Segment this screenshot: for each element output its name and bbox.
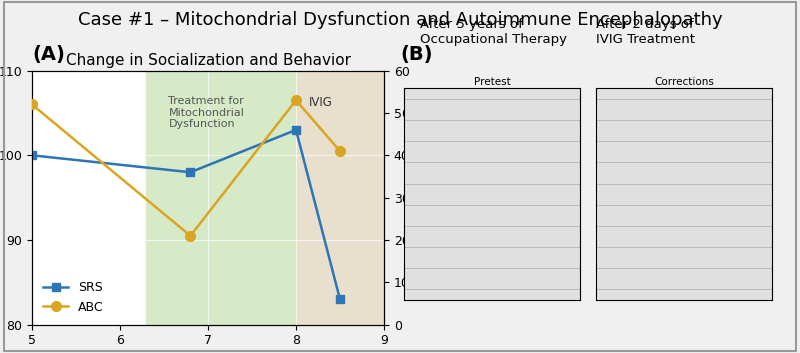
Legend: SRS, ABC: SRS, ABC	[38, 276, 109, 318]
Title: Change in Socialization and Behavior: Change in Socialization and Behavior	[66, 53, 350, 68]
Text: (B): (B)	[400, 44, 433, 64]
Text: After 5 years of
Occupational Therapy: After 5 years of Occupational Therapy	[420, 18, 567, 46]
Text: Case #1 – Mitochondrial Dysfunction and Autoimmune Encephalopathy: Case #1 – Mitochondrial Dysfunction and …	[78, 11, 722, 29]
Title: Pretest: Pretest	[474, 77, 510, 88]
Title: Corrections: Corrections	[654, 77, 714, 88]
Text: Treatment for
Mitochondrial
Dysfunction: Treatment for Mitochondrial Dysfunction	[168, 96, 244, 129]
Text: After 2 days of
IVIG Treatment: After 2 days of IVIG Treatment	[596, 18, 695, 46]
Y-axis label: Total (Raw) ABC Score: Total (Raw) ABC Score	[415, 121, 430, 274]
Bar	[296, 71, 384, 325]
Bar	[146, 71, 296, 325]
Text: IVIG: IVIG	[310, 96, 333, 109]
Text: (A): (A)	[32, 44, 65, 64]
